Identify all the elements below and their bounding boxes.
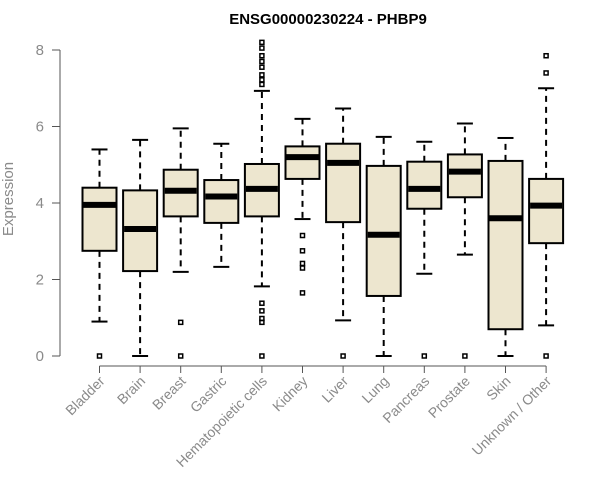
outlier-point: [259, 300, 265, 306]
box-gastric: [203, 142, 240, 268]
x-tick-label: Liver: [318, 373, 351, 406]
box-series: [81, 39, 565, 359]
chart-title: ENSG00000230224 - PHBP9: [229, 11, 427, 28]
outlier-point: [259, 58, 265, 65]
iqr-box: [203, 179, 240, 224]
iqr-box: [365, 164, 402, 297]
outlier-point: [299, 232, 306, 239]
y-axis-label: Expression: [0, 162, 17, 236]
outlier-point: [259, 45, 265, 51]
x-tick-label: Bladder: [62, 373, 108, 419]
iqr-box: [325, 142, 362, 224]
iqr-box: [446, 153, 483, 199]
outlier-point: [299, 260, 306, 267]
outlier-point: [259, 81, 265, 88]
outlier-point: [421, 353, 428, 359]
outlier-point: [259, 52, 265, 59]
outlier-point: [96, 353, 103, 359]
outlier-point: [462, 353, 468, 359]
y-axis: 0 2 4 6 8: [36, 42, 61, 365]
box-lung: [365, 135, 402, 357]
x-tick-label: Brain: [114, 373, 148, 407]
box-prostate: [446, 122, 483, 359]
outlier-point: [299, 248, 306, 254]
y-tick-label: 6: [36, 119, 44, 136]
box-breast: [162, 127, 199, 359]
box-bladder: [81, 148, 118, 359]
outlier-point: [259, 72, 265, 78]
outlier-point: [177, 319, 184, 326]
outlier-point: [259, 308, 265, 314]
y-tick-label: 4: [36, 195, 44, 212]
outlier-point: [259, 39, 265, 46]
outlier-point: [259, 64, 265, 70]
box-pancreas: [406, 140, 443, 359]
iqr-box: [487, 159, 524, 331]
outlier-point: [543, 52, 549, 59]
x-tick-label: Skin: [483, 373, 514, 404]
box-unknown-other: [528, 52, 565, 359]
y-tick-label: 8: [36, 42, 44, 59]
iqr-box: [284, 145, 321, 180]
outlier-point: [299, 290, 306, 296]
outlier-point: [259, 77, 265, 83]
outlier-point: [543, 353, 549, 359]
x-tick-label: Prostate: [425, 373, 473, 421]
box-kidney: [284, 117, 321, 296]
x-tick-label: Breast: [149, 373, 189, 413]
box-hematopoietic-cells: [243, 39, 280, 359]
outlier-point: [543, 70, 549, 76]
iqr-box: [406, 160, 443, 210]
iqr-box: [528, 177, 565, 245]
box-skin: [487, 136, 524, 357]
x-tick-label: Kidney: [269, 373, 311, 415]
outlier-point: [340, 353, 346, 359]
x-tick-label: Lung: [358, 373, 391, 406]
outlier-point: [259, 353, 265, 359]
box-liver: [325, 107, 362, 359]
iqr-box: [81, 186, 118, 252]
y-tick-label: 0: [36, 348, 44, 365]
box-brain: [122, 138, 159, 357]
y-tick-label: 2: [36, 272, 44, 289]
outlier-point: [299, 265, 306, 271]
outlier-point: [259, 319, 265, 326]
outlier-point: [177, 353, 184, 359]
